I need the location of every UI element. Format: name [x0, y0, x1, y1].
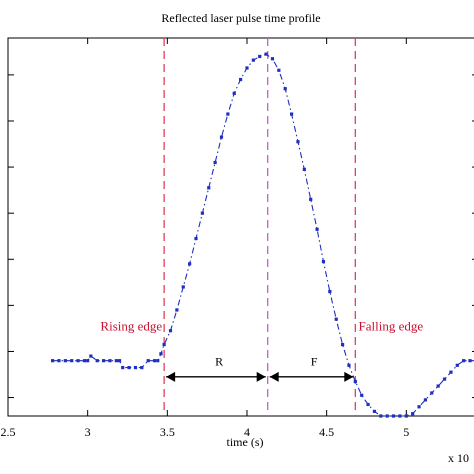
x-multiplier-label: x 10 [448, 451, 469, 465]
y-ticks [8, 74, 474, 399]
plot-frame [7, 37, 474, 417]
arrow-head [256, 371, 266, 382]
data-point [70, 359, 74, 363]
data-point [175, 308, 179, 312]
data-point [95, 359, 99, 363]
data-point [436, 384, 440, 388]
data-point [347, 363, 351, 367]
x-tick-label: 2.5 [1, 425, 16, 439]
data-point [302, 167, 306, 171]
data-point [270, 57, 275, 61]
data-point [417, 405, 421, 409]
data-point [398, 414, 402, 418]
x-axis-label: time (s) [227, 435, 264, 449]
data-point [162, 342, 166, 347]
annotations: Rising edge Falling edge R F [100, 319, 423, 369]
segment-label: F [311, 354, 318, 368]
data-point [283, 87, 287, 91]
edge-annotation: Rising edge [100, 319, 162, 334]
edge-arrows [166, 371, 354, 382]
data-point [51, 359, 55, 363]
data-point [57, 359, 61, 363]
data-point [462, 359, 466, 363]
data-point [89, 354, 93, 358]
edge-annotation: Falling edge [359, 319, 424, 334]
data-point [245, 66, 249, 70]
data-point [449, 370, 453, 374]
reference-lines [163, 38, 356, 416]
data-point [404, 414, 408, 418]
data-point [430, 391, 434, 395]
data-point [391, 414, 396, 418]
data-point [76, 359, 80, 363]
data-point [442, 377, 447, 381]
data-point [309, 197, 313, 201]
data-point [315, 227, 319, 231]
data-point [379, 414, 383, 418]
data-point [468, 359, 472, 363]
data-point [82, 359, 87, 363]
data-point [108, 359, 112, 363]
data-point [334, 317, 338, 321]
arrow-head [344, 371, 354, 382]
data-point [146, 359, 150, 363]
data-point [251, 58, 255, 62]
data-point [156, 359, 160, 363]
data-point [353, 379, 357, 384]
data-point [423, 398, 428, 402]
data-point [121, 365, 125, 370]
data-point [455, 363, 459, 367]
data-point [296, 140, 300, 144]
data-point [181, 285, 185, 289]
data-point [133, 365, 138, 370]
chart-title: Reflected laser pulse time profile [161, 11, 320, 25]
data-point [63, 359, 67, 363]
data-point [366, 402, 370, 407]
data-point [219, 135, 224, 139]
data-point [159, 352, 163, 356]
data-point [86, 359, 90, 363]
data-point [258, 54, 262, 59]
x-ticks: 2.5 3 3.5 4 4.5 5 [1, 38, 409, 439]
data-point [152, 359, 157, 363]
data-point [207, 186, 211, 190]
data-point [289, 112, 294, 116]
arrow-head [166, 371, 176, 382]
series-layer [51, 52, 474, 418]
segment-label: R [215, 354, 223, 368]
data-point [411, 412, 415, 416]
x-tick-label: 3.5 [160, 425, 175, 439]
x-tick-label: 5 [403, 425, 409, 439]
arrow-head [269, 371, 279, 382]
data-point [168, 329, 173, 333]
data-point [127, 365, 131, 370]
x-tick-label: 3 [85, 425, 91, 439]
data-point [101, 359, 106, 363]
data-point [340, 342, 345, 347]
data-point [232, 91, 236, 95]
data-point [194, 236, 198, 241]
data-point [372, 409, 377, 413]
data-point [328, 289, 332, 294]
data-point [213, 160, 217, 165]
x-tick-label: 4 [244, 425, 250, 439]
data-point [200, 211, 204, 215]
data-point [321, 259, 326, 264]
data-point [114, 359, 118, 363]
x-tick-label: 4.5 [319, 425, 334, 439]
data-point [140, 365, 144, 370]
data-point [226, 112, 230, 116]
data-point [264, 52, 268, 56]
data-point [385, 414, 389, 418]
data-point [188, 262, 192, 266]
data-point [239, 77, 243, 82]
data-point [117, 359, 122, 363]
data-point [277, 68, 281, 72]
data-point [360, 393, 364, 397]
